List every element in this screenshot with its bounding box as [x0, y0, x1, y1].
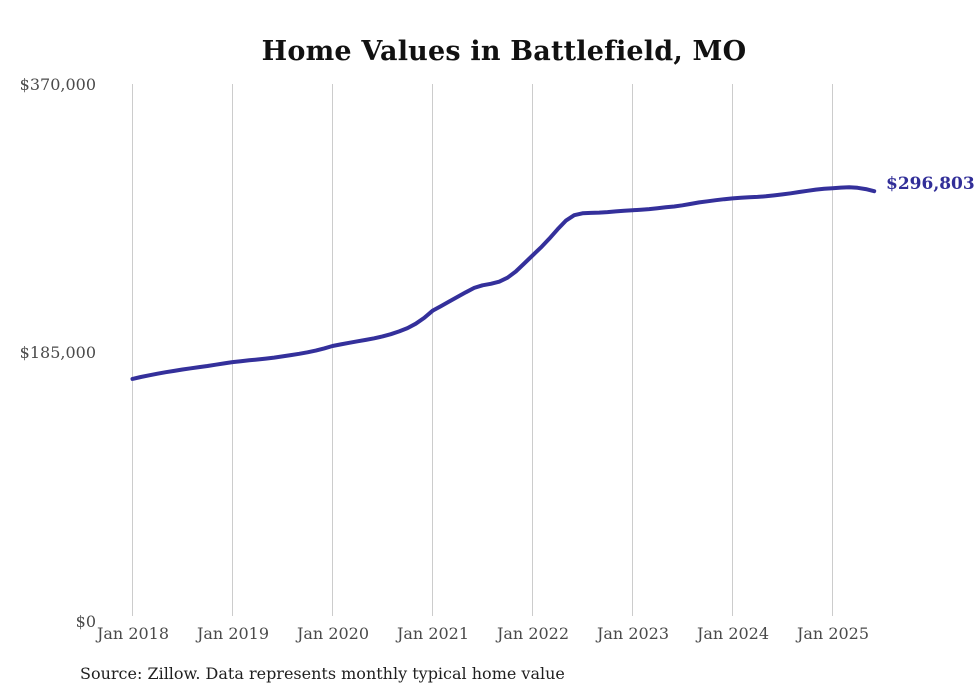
- x-axis-label-jan-2021: Jan 2021: [396, 624, 470, 643]
- x-axis-label-jan-2020: Jan 2020: [296, 624, 370, 643]
- x-axis-label-jan-2023: Jan 2023: [596, 624, 670, 643]
- x-axis-label-jan-2019: Jan 2019: [196, 624, 270, 643]
- y-axis-label-0: $0: [75, 612, 96, 631]
- latest-value-label: $296,803: [886, 174, 975, 194]
- x-axis-label-jan-2018: Jan 2018: [96, 624, 170, 643]
- x-axis-label-jan-2024: Jan 2024: [696, 624, 770, 643]
- source-note: Source: Zillow. Data represents monthly …: [80, 664, 565, 683]
- chart-title: Home Values in Battlefield, MO: [261, 36, 747, 67]
- x-axis-label-jan-2025: Jan 2025: [796, 624, 870, 643]
- y-axis-label-370000: $370,000: [19, 75, 96, 94]
- x-axis-label-jan-2022: Jan 2022: [496, 624, 570, 643]
- y-axis-label-185000: $185,000: [19, 343, 96, 362]
- home-value-line: [130, 185, 877, 381]
